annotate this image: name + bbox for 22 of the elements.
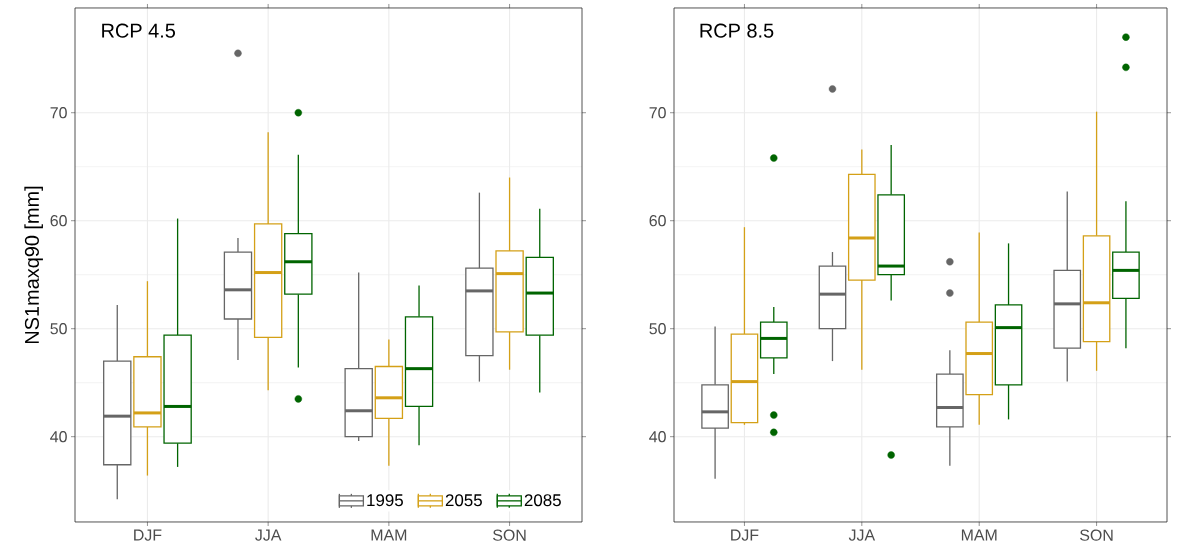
x-tick-label: DJF: [134, 529, 162, 541]
x-tick-label: JJA: [255, 529, 282, 541]
legend-label: 2085: [524, 494, 561, 507]
y-tick-label: 50: [649, 323, 666, 335]
x-tick-label: SON: [493, 529, 526, 541]
y-tick-label: 40: [649, 431, 666, 443]
y-tick-label: 60: [50, 215, 67, 227]
y-tick-label: 70: [649, 107, 666, 119]
y-tick-label: 40: [50, 431, 67, 443]
legend-label: 2055: [445, 494, 482, 507]
text: RCP 4.5: [102, 23, 176, 38]
x-tick-label: SON: [1080, 529, 1113, 541]
y-tick-label: 60: [649, 215, 666, 227]
y-tick-label: 70: [50, 107, 67, 119]
x-tick-label: JJA: [848, 529, 876, 541]
x-tick-label: MAM: [961, 529, 997, 541]
y-tick-label: 50: [50, 323, 67, 335]
x-tick-label: MAM: [371, 529, 407, 541]
text: RCP 8.5: [700, 23, 774, 38]
legend-label: 1995: [367, 494, 403, 507]
x-tick-label: DJF: [731, 529, 759, 541]
y-axis-title: NS1maxq90 [mm]: [24, 186, 43, 344]
